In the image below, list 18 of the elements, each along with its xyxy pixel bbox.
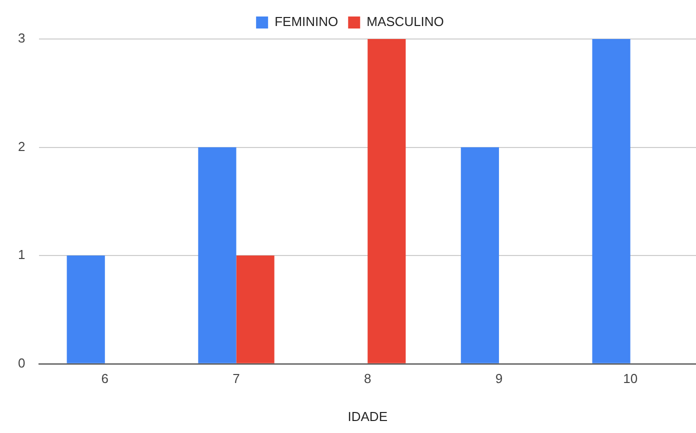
legend-label: MASCULINO <box>366 14 444 30</box>
x-tick-label: 7 <box>232 371 240 386</box>
y-tick-label: 0 <box>18 355 26 370</box>
bar <box>236 256 274 364</box>
legend-label: FEMININO <box>274 14 338 30</box>
x-tick-label: 8 <box>364 371 372 386</box>
bar <box>592 39 630 364</box>
y-tick-label: 3 <box>18 30 26 46</box>
bar <box>66 256 105 364</box>
y-tick-label: 1 <box>18 247 26 262</box>
bar <box>368 39 406 364</box>
y-tick-label: 2 <box>18 138 26 154</box>
x-tick-label: 6 <box>101 371 109 386</box>
x-tick-label: 10 <box>623 371 638 386</box>
x-axis-title: IDADE <box>348 408 388 424</box>
x-tick-label: 9 <box>495 371 503 386</box>
bar <box>460 147 499 364</box>
bar <box>198 147 236 364</box>
